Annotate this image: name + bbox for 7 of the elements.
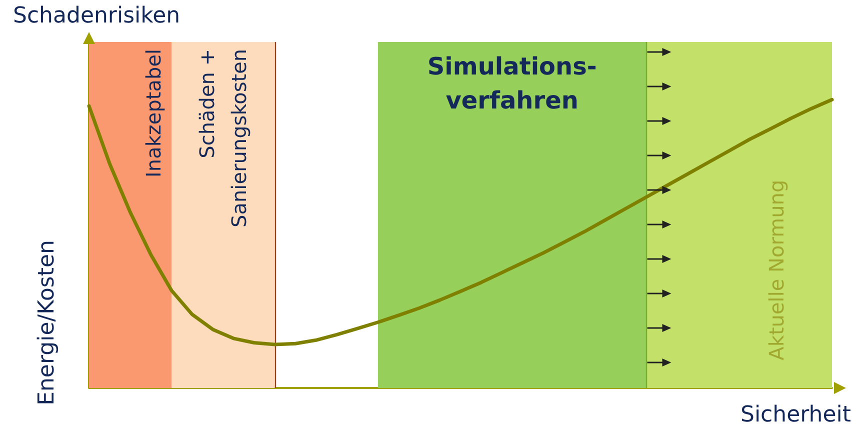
annotation: Simulations- verfahren	[427, 52, 597, 115]
x-axis-title: Sicherheit	[740, 402, 852, 428]
y-axis-title: Energie/Kosten	[34, 240, 60, 406]
chart-title: Schadenrisiken	[13, 4, 180, 28]
annotation: Inakzeptabel	[141, 48, 166, 178]
annotation: Schäden + Sanierungskosten	[195, 48, 252, 228]
annotation: Aktuelle Normung	[764, 180, 788, 360]
